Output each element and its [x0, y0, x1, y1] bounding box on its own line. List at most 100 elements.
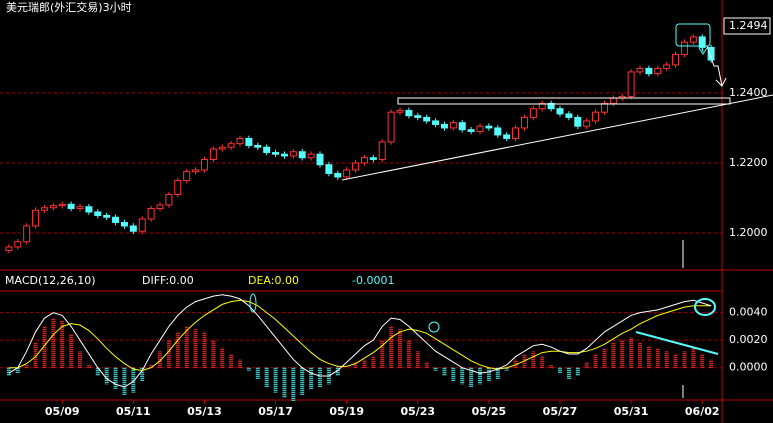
candle-body — [689, 36, 697, 43]
candle-body — [405, 109, 413, 117]
candle-body — [183, 171, 191, 181]
candle-body — [40, 207, 48, 211]
last-price-box — [723, 17, 771, 35]
candle-body — [343, 169, 351, 178]
candle-body — [654, 67, 662, 75]
candle-body — [138, 218, 146, 232]
y-tick-label: 1.2200 — [729, 156, 768, 169]
candle-body — [476, 125, 484, 132]
candle-body — [298, 151, 306, 159]
candle-body — [707, 46, 715, 61]
candle-body — [645, 67, 653, 75]
candle-body — [449, 122, 457, 129]
resistance-box — [397, 97, 731, 105]
candle-body — [245, 137, 253, 146]
candle-body — [414, 115, 422, 118]
candle-body — [565, 113, 573, 118]
candle-body — [5, 246, 13, 251]
highlight-box — [675, 23, 711, 47]
candle-body — [556, 108, 564, 115]
trend-line — [635, 331, 719, 355]
arrow — [706, 45, 727, 87]
x-tick-label: 05/27 — [543, 405, 578, 418]
candle-body — [120, 221, 128, 227]
y-tick-label: 1.2000 — [729, 226, 768, 239]
x-tick-label: 06/02 — [685, 405, 720, 418]
candle-body — [280, 153, 288, 157]
trend-line — [341, 94, 773, 181]
candle-body — [209, 148, 217, 160]
candle-body — [272, 151, 280, 155]
candle-body — [156, 204, 164, 209]
candle-body — [49, 205, 57, 209]
dea-label: DEA:0.00 — [248, 274, 299, 287]
candle-body — [85, 206, 93, 213]
candle-body — [14, 241, 22, 248]
highlight-ellipse — [249, 293, 257, 313]
candle-body — [289, 151, 297, 157]
candle-body — [485, 125, 493, 129]
candle-body — [458, 122, 466, 131]
x-tick-label: 05/25 — [472, 405, 507, 418]
candle-body — [147, 207, 155, 220]
candle-body — [467, 129, 475, 132]
candle-body — [574, 116, 582, 127]
x-tick-label: 05/13 — [187, 405, 222, 418]
candle-body — [396, 109, 404, 113]
candle-body — [263, 146, 271, 153]
candle-body — [503, 134, 511, 139]
arrow — [698, 37, 708, 55]
candle-body — [165, 193, 173, 206]
macd-title: MACD(12,26,10) — [5, 274, 96, 287]
x-tick-label: 05/23 — [400, 405, 435, 418]
candle-body — [432, 120, 440, 125]
candle-body — [67, 203, 75, 209]
candle-body — [103, 214, 111, 218]
candle-body — [538, 102, 546, 110]
candle-body — [254, 144, 262, 148]
candle-body — [112, 216, 120, 223]
x-tick-label: 05/19 — [329, 405, 364, 418]
y-tick-label: 1.2400 — [729, 86, 768, 99]
candle-body — [663, 64, 671, 69]
candle-body — [174, 179, 182, 195]
highlight-ellipse — [694, 298, 716, 316]
candle-body — [352, 162, 360, 171]
y-tick-label: 0.0000 — [729, 361, 768, 374]
macd-value: -0.0001 — [352, 274, 394, 287]
candle-body — [200, 158, 208, 171]
candle-body — [627, 71, 635, 97]
candle-body — [227, 143, 235, 148]
candle-body — [192, 169, 200, 173]
candle-body — [23, 225, 31, 243]
candle-body — [592, 111, 600, 122]
candle-body — [680, 41, 688, 55]
x-tick-label: 05/11 — [116, 405, 151, 418]
candle-body — [378, 141, 386, 160]
candle-body — [334, 172, 342, 178]
candle-body — [32, 209, 40, 227]
chart-title: 美元瑞郎(外汇交易)3小时 — [6, 0, 132, 14]
candle-body — [672, 53, 680, 66]
candle-body — [369, 157, 377, 160]
candle-body — [325, 164, 333, 174]
candle-body — [440, 123, 448, 129]
candle-body — [583, 120, 591, 127]
candle-body — [520, 116, 528, 129]
x-tick-label: 05/17 — [258, 405, 293, 418]
candle-body — [218, 146, 226, 150]
diff-label: DIFF:0.00 — [142, 274, 194, 287]
candle-body — [236, 137, 244, 145]
candle-body — [76, 206, 84, 209]
candle-body — [512, 127, 520, 139]
candle-body — [423, 116, 431, 122]
candle-body — [58, 203, 66, 207]
dea-line — [8, 299, 712, 371]
highlight-circle — [428, 321, 440, 333]
diff-line — [8, 294, 712, 388]
x-tick-label: 05/09 — [45, 405, 80, 418]
last-price-label: 1.2494 — [729, 19, 768, 32]
candle-body — [636, 67, 644, 73]
